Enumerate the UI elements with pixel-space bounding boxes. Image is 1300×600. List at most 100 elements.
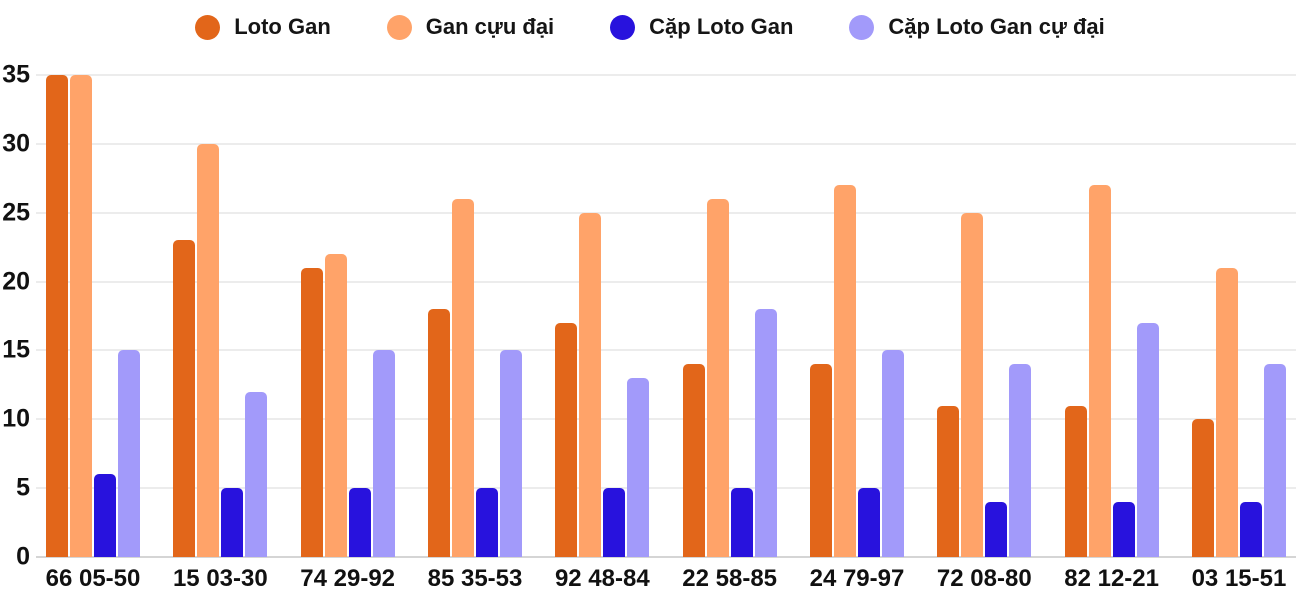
- bar-cap-loto-gan-74-29-92[interactable]: [348, 488, 371, 557]
- bar-cap-loto-gan-cu-ai-03-15-51[interactable]: [1263, 364, 1286, 557]
- bar-gan-cuu-ai-24-79-97[interactable]: [833, 185, 856, 557]
- bar-loto-gan-92-48-84[interactable]: [555, 322, 578, 557]
- x-axis-label-22-58-85: 22 58-85: [673, 563, 787, 595]
- bar-gan-cuu-ai-22-58-85[interactable]: [706, 198, 729, 557]
- y-axis-tick-5: 5: [16, 473, 30, 502]
- bar-gan-cuu-ai-03-15-51[interactable]: [1215, 267, 1238, 557]
- gridline-25: [36, 211, 1296, 214]
- bar-cap-loto-gan-72-08-80[interactable]: [985, 501, 1008, 557]
- bar-cap-loto-gan-cu-ai-85-35-53[interactable]: [499, 350, 522, 557]
- bar-group-85-35-53: [418, 75, 532, 557]
- bar-loto-gan-03-15-51[interactable]: [1191, 419, 1214, 557]
- bar-cap-loto-gan-66-05-50[interactable]: [94, 474, 116, 557]
- bar-cap-loto-gan-15-03-30[interactable]: [221, 488, 244, 557]
- x-axis-label-text: 72 08-80: [936, 565, 1032, 592]
- x-axis-label-text: 82 12-21: [1064, 565, 1159, 592]
- bar-cap-loto-gan-cu-ai-92-48-84[interactable]: [627, 377, 650, 557]
- legend-dot-icon: [195, 14, 221, 40]
- y-axis-tick-0: 0: [16, 542, 30, 571]
- y-axis: 0 5 10 15 20 25 30 35: [0, 62, 30, 569]
- x-axis-label-92-48-84: 92 48-84: [545, 563, 659, 595]
- bar-cap-loto-gan-92-48-84[interactable]: [603, 488, 626, 557]
- x-axis-label-72-08-80: 72 08-80: [927, 563, 1041, 595]
- y-axis-tick-25: 25: [2, 198, 30, 227]
- x-axis-label-text: 22 58-85: [682, 565, 778, 592]
- plot-area: [36, 74, 1296, 558]
- gridline-30: [36, 142, 1296, 145]
- legend-dot-icon: [849, 14, 875, 40]
- bar-gan-cuu-ai-92-48-84[interactable]: [579, 212, 602, 557]
- gridline-15: [36, 349, 1296, 352]
- bar-cap-loto-gan-cu-ai-24-79-97[interactable]: [881, 350, 904, 557]
- y-axis-tick-30: 30: [2, 129, 30, 158]
- bar-gan-cuu-ai-72-08-80[interactable]: [961, 212, 984, 557]
- bar-loto-gan-22-58-85[interactable]: [682, 364, 705, 557]
- gridline-20: [36, 280, 1296, 283]
- x-axis-label-text: 74 29-92: [300, 565, 396, 592]
- x-axis-label-24-79-97: 24 79-97: [800, 563, 914, 595]
- bar-cap-loto-gan-85-35-53[interactable]: [475, 488, 498, 557]
- bar-cap-loto-gan-cu-ai-82-12-21[interactable]: [1136, 322, 1159, 557]
- bar-loto-gan-66-05-50[interactable]: [46, 75, 68, 557]
- x-axis-label-15-03-30: 15 03-30: [163, 563, 277, 595]
- x-axis-label-82-12-21: 82 12-21: [1055, 563, 1169, 595]
- bar-group-24-79-97: [800, 75, 914, 557]
- bar-gan-cuu-ai-15-03-30[interactable]: [197, 143, 220, 557]
- x-axis-label-03-15-51: 03 15-51: [1182, 563, 1296, 595]
- x-axis-label-85-35-53: 85 35-53: [418, 563, 532, 595]
- bar-group-74-29-92: [291, 75, 405, 557]
- bar-cap-loto-gan-cu-ai-15-03-30[interactable]: [245, 391, 268, 557]
- x-axis-label-text: 24 79-97: [809, 565, 905, 592]
- gridline-35: [36, 74, 1296, 76]
- legend-dot-icon: [386, 14, 412, 40]
- bar-loto-gan-72-08-80[interactable]: [937, 405, 960, 557]
- bar-gan-cuu-ai-66-05-50[interactable]: [70, 75, 92, 557]
- y-axis-tick-10: 10: [2, 404, 30, 433]
- legend-item-cap-loto-gan-cu-ai[interactable]: Cặp Loto Gan cự đại: [849, 14, 1105, 40]
- gridline-5: [36, 487, 1296, 490]
- bar-cap-loto-gan-03-15-51[interactable]: [1239, 501, 1262, 557]
- bar-loto-gan-15-03-30[interactable]: [173, 240, 196, 557]
- bar-loto-gan-74-29-92[interactable]: [300, 267, 323, 557]
- x-axis: 66 05-50 15 03-30 74 29-92 85 35-53 92 48-84…: [36, 563, 1296, 595]
- bar-group-82-12-21: [1055, 75, 1169, 557]
- bar-gan-cuu-ai-74-29-92[interactable]: [324, 254, 347, 557]
- chart-legend: Loto Gan Gan cựu đại Cặp Loto Gan Cặp Loto …: [0, 10, 1300, 44]
- bar-group-15-03-30: [163, 75, 277, 557]
- legend-item-cap-loto-gan[interactable]: Cặp Loto Gan: [610, 14, 793, 40]
- x-axis-label-text: 85 35-53: [427, 565, 523, 592]
- bar-loto-gan-24-79-97[interactable]: [809, 364, 832, 557]
- x-axis-label-66-05-50: 66 05-50: [36, 563, 150, 595]
- bar-group-92-48-84: [545, 75, 659, 557]
- bar-gan-cuu-ai-85-35-53[interactable]: [451, 198, 474, 557]
- bar-cap-loto-gan-cu-ai-74-29-92[interactable]: [372, 350, 395, 557]
- bar-cap-loto-gan-22-58-85[interactable]: [730, 488, 753, 557]
- bar-group-66-05-50: [36, 75, 150, 557]
- bar-cap-loto-gan-cu-ai-66-05-50[interactable]: [118, 350, 140, 557]
- bar-group-03-15-51: [1182, 75, 1296, 557]
- x-axis-label-text: 66 05-50: [45, 565, 141, 592]
- legend-item-loto-gan[interactable]: Loto Gan: [195, 14, 331, 40]
- legend-dot-icon: [610, 14, 636, 40]
- bar-cap-loto-gan-cu-ai-22-58-85[interactable]: [754, 309, 777, 557]
- gridline-10: [36, 418, 1296, 421]
- bar-loto-gan-82-12-21[interactable]: [1064, 405, 1087, 557]
- bar-cap-loto-gan-82-12-21[interactable]: [1112, 501, 1135, 557]
- legend-label: Cặp Loto Gan cự đại: [888, 14, 1105, 39]
- bar-groups: [36, 75, 1296, 557]
- bar-group-72-08-80: [927, 75, 1041, 557]
- legend-label: Gan cựu đại: [425, 14, 555, 39]
- legend-label: Loto Gan: [234, 14, 331, 39]
- x-axis-label-text: 92 48-84: [554, 565, 650, 592]
- gridline-0: [36, 556, 1296, 558]
- y-axis-tick-35: 35: [2, 60, 30, 89]
- bar-cap-loto-gan-cu-ai-72-08-80[interactable]: [1009, 364, 1032, 557]
- legend-item-gan-cuu-ai[interactable]: Gan cựu đại: [386, 14, 555, 40]
- x-axis-label-text: 03 15-51: [1191, 565, 1287, 592]
- bar-loto-gan-85-35-53[interactable]: [427, 309, 450, 557]
- bar-cap-loto-gan-24-79-97[interactable]: [857, 488, 880, 557]
- legend-label: Cặp Loto Gan: [649, 14, 794, 39]
- y-axis-tick-15: 15: [2, 335, 30, 364]
- bar-gan-cuu-ai-82-12-21[interactable]: [1088, 185, 1111, 557]
